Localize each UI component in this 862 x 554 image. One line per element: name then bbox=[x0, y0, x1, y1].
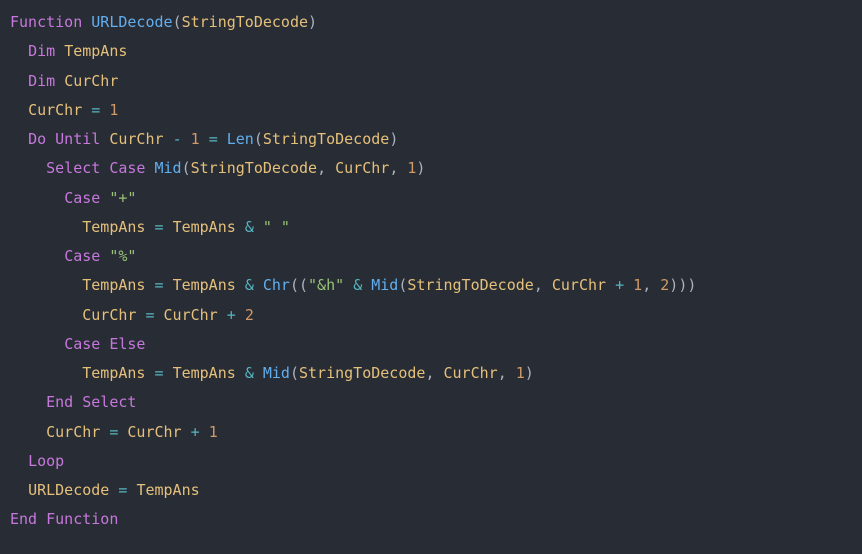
code-line: Select Case Mid(StringToDecode, CurChr, … bbox=[10, 154, 852, 183]
code-line: Case "%" bbox=[10, 242, 852, 271]
code-block: Function URLDecode(StringToDecode) Dim T… bbox=[10, 8, 852, 535]
code-line: CurChr = 1 bbox=[10, 96, 852, 125]
code-line: TempAns = TempAns & " " bbox=[10, 213, 852, 242]
code-line: Function URLDecode(StringToDecode) bbox=[10, 8, 852, 37]
code-line: Loop bbox=[10, 447, 852, 476]
code-line: Case Else bbox=[10, 330, 852, 359]
code-line: Do Until CurChr - 1 = Len(StringToDecode… bbox=[10, 125, 852, 154]
code-line: URLDecode = TempAns bbox=[10, 476, 852, 505]
code-line: Dim TempAns bbox=[10, 37, 852, 66]
code-line: CurChr = CurChr + 2 bbox=[10, 301, 852, 330]
code-line: TempAns = TempAns & Chr(("&h" & Mid(Stri… bbox=[10, 271, 852, 300]
code-line: Case "+" bbox=[10, 184, 852, 213]
code-line: Dim CurChr bbox=[10, 67, 852, 96]
keyword-function: Function bbox=[10, 13, 82, 31]
code-line: End Function bbox=[10, 505, 852, 534]
code-line: CurChr = CurChr + 1 bbox=[10, 418, 852, 447]
param: StringToDecode bbox=[182, 13, 308, 31]
code-line: TempAns = TempAns & Mid(StringToDecode, … bbox=[10, 359, 852, 388]
function-name: URLDecode bbox=[91, 13, 172, 31]
code-line: End Select bbox=[10, 388, 852, 417]
